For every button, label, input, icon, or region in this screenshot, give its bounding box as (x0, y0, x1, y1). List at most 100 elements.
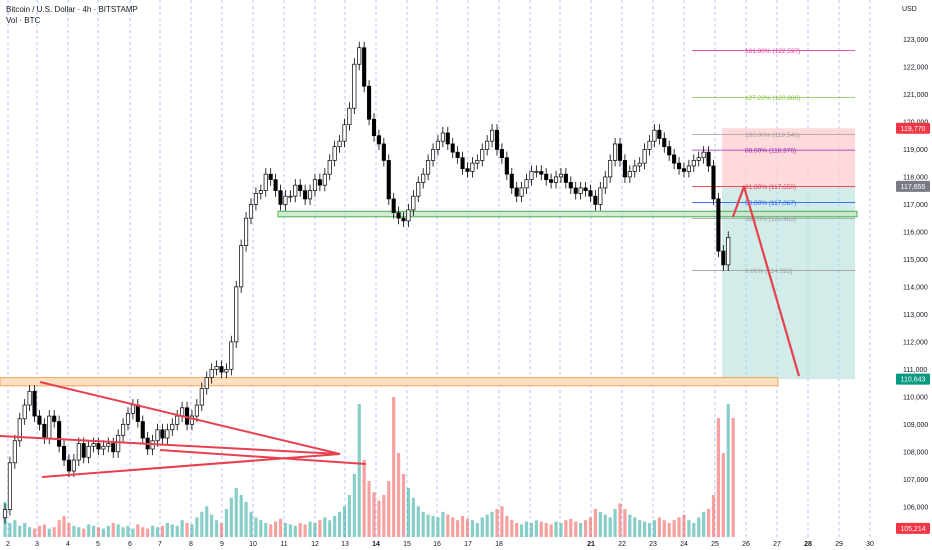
candle-up (406, 209, 411, 222)
candle-down (81, 443, 86, 458)
volume-bar (28, 527, 32, 537)
candle-down (676, 162, 682, 170)
candle-down (386, 160, 391, 200)
volume-bar (682, 514, 686, 537)
volume-bar (264, 523, 268, 537)
candle-down (588, 190, 593, 197)
price-tag-label: 110,643 (901, 377, 926, 384)
time-tick-label: 7 (158, 541, 162, 548)
volume-bar (274, 521, 278, 537)
candle-up (357, 47, 362, 65)
candle-up (608, 160, 613, 178)
candle-down (573, 187, 578, 194)
candle-up (130, 404, 135, 414)
time-tick-label: 27 (773, 541, 781, 548)
candle-up (199, 388, 204, 406)
volume-bar (436, 517, 440, 537)
time-tick-label: 22 (618, 541, 626, 548)
projection-path (731, 185, 801, 377)
candle-up (421, 173, 426, 183)
candle-up (283, 195, 288, 205)
price-tag (896, 180, 930, 192)
currency-label: USD (902, 6, 917, 13)
volume-bar (352, 474, 356, 537)
time-axis[interactable]: 2 3 4 5 6 7 8 9 10 11 12 13 14 15 16 17 18 21 22 23 24 25 26 27… (6, 541, 874, 548)
volume-bar (465, 518, 470, 537)
support-zone (277, 210, 858, 218)
candle-down (499, 149, 504, 159)
volume-bar (524, 521, 529, 537)
price-tick-label: 107,000 (903, 477, 928, 484)
candle-down (219, 366, 224, 373)
time-tick-label: 28 (804, 541, 812, 548)
candle-down (273, 179, 278, 192)
volume-bar (298, 523, 302, 537)
volume-bar (643, 521, 647, 537)
candles (2, 41, 731, 524)
candle-down (593, 195, 598, 205)
volume-bar (347, 495, 351, 537)
candle-up (7, 462, 12, 510)
volume-bar (318, 520, 322, 537)
candle-down (549, 179, 554, 183)
candle-down (465, 168, 470, 172)
time-tick-label: 15 (403, 541, 411, 548)
fib-level-label: 50.00% (117,067) (745, 200, 796, 207)
volume-bar (357, 404, 361, 537)
candle-up (71, 459, 76, 472)
candle-down (450, 143, 455, 153)
volume-bar (387, 481, 391, 537)
volume-bar (91, 525, 96, 537)
volume-bar (598, 511, 602, 537)
price-axis[interactable]: 106,000 107,000 108,000 109,000 110,000 111,0… (896, 37, 930, 534)
candle-up (440, 132, 445, 142)
candle-down (57, 421, 62, 447)
candle-up (224, 368, 229, 373)
stop-loss-zone (722, 128, 855, 187)
volume-bar (254, 517, 258, 537)
price-tick-label: 110,000 (903, 394, 928, 401)
candle-down (544, 173, 549, 181)
candle-up (239, 245, 244, 288)
time-tick-label: 5 (96, 541, 100, 548)
price-tick-label: 111,000 (903, 367, 927, 374)
candle-down (381, 143, 386, 161)
price-tag-label: 117,655 (901, 184, 926, 191)
candle-down (317, 179, 322, 186)
price-tick-label: 114,000 (903, 284, 928, 291)
volume-bar (37, 525, 42, 537)
volume-bar (126, 525, 130, 537)
price-tick-label: 112,000 (903, 339, 928, 346)
volume-bar (175, 525, 179, 537)
candle-up (534, 171, 539, 173)
candle-up (229, 341, 234, 370)
drawings (0, 185, 801, 478)
volume-bar (121, 527, 125, 537)
volume-bar (367, 481, 371, 537)
time-tick-label: 30 (866, 541, 874, 548)
time-tick-label: 16 (433, 541, 441, 548)
candle-up (519, 187, 524, 197)
candle-down (140, 421, 145, 439)
candle-up (553, 176, 559, 183)
candle-up (165, 429, 170, 439)
volume-bar (116, 524, 120, 537)
volume-bar (692, 523, 696, 537)
volume-bar (510, 520, 514, 537)
price-tick-label: 118,000 (903, 174, 928, 181)
candle-up (435, 140, 441, 150)
candle-down (445, 132, 450, 145)
candle-up (490, 129, 495, 142)
volume-bar (495, 509, 499, 537)
volume-bar (377, 500, 381, 537)
candle-up (2, 509, 8, 519)
time-tick-label: 11 (280, 541, 287, 548)
volume-bar (667, 523, 671, 537)
volume-label: Vol · BTC (6, 16, 41, 25)
candle-up (204, 377, 209, 389)
volume-bar (618, 503, 622, 537)
volume-bar (146, 528, 150, 537)
candle-down (716, 198, 721, 252)
volume-bar (672, 520, 676, 537)
